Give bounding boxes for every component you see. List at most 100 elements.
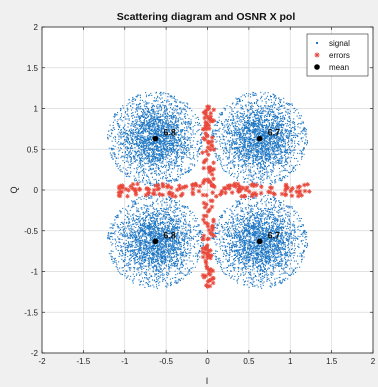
signal-point <box>193 158 195 160</box>
signal-point <box>170 179 172 181</box>
signal-point <box>136 136 138 138</box>
signal-point <box>263 146 265 148</box>
signal-point <box>153 100 155 102</box>
signal-point <box>234 141 236 143</box>
signal-point <box>285 103 287 105</box>
signal-point <box>146 174 148 176</box>
signal-point <box>267 156 269 158</box>
signal-point <box>265 151 267 153</box>
signal-point <box>220 114 222 116</box>
signal-point <box>173 161 175 163</box>
signal-point <box>287 148 289 150</box>
signal-point <box>257 119 259 121</box>
signal-point <box>172 115 174 117</box>
signal-point <box>258 142 260 144</box>
signal-point <box>146 181 148 183</box>
signal-point <box>272 128 274 130</box>
signal-point <box>186 136 188 138</box>
signal-point <box>174 139 176 141</box>
signal-point <box>150 168 152 170</box>
signal-point <box>279 171 281 173</box>
signal-point <box>256 135 258 137</box>
signal-point <box>161 128 163 130</box>
signal-point <box>160 135 162 137</box>
signal-point <box>247 144 249 146</box>
signal-point <box>149 165 151 167</box>
signal-point <box>228 129 230 131</box>
signal-point <box>184 115 186 117</box>
signal-point <box>244 152 246 154</box>
signal-point <box>176 131 178 133</box>
signal-point <box>111 133 113 135</box>
signal-point <box>133 116 135 118</box>
signal-point <box>261 115 263 117</box>
signal-point <box>283 133 285 135</box>
signal-point <box>166 137 168 139</box>
signal-point <box>253 129 255 131</box>
signal-point <box>262 109 264 111</box>
signal-point <box>185 121 187 123</box>
signal-point <box>270 129 272 131</box>
signal-point <box>240 104 242 106</box>
signal-point <box>173 109 175 111</box>
signal-point <box>154 100 156 102</box>
signal-point <box>299 115 301 117</box>
signal-point <box>256 109 258 111</box>
signal-point <box>127 110 129 112</box>
signal-point <box>284 153 286 155</box>
signal-point <box>132 162 134 164</box>
signal-point <box>162 128 164 130</box>
signal-point <box>171 128 173 130</box>
signal-point <box>259 149 261 151</box>
signal-point <box>284 161 286 163</box>
signal-point <box>127 126 129 128</box>
signal-point <box>234 173 236 175</box>
signal-point <box>173 145 175 147</box>
signal-point <box>127 166 129 168</box>
signal-point <box>265 105 267 107</box>
signal-point <box>263 132 265 134</box>
signal-point <box>258 172 260 174</box>
signal-point <box>259 166 261 168</box>
signal-point <box>164 115 166 117</box>
signal-point <box>156 124 158 126</box>
signal-point <box>170 158 172 160</box>
signal-point <box>288 134 290 136</box>
signal-point <box>237 103 239 105</box>
signal-point <box>129 142 131 144</box>
signal-point <box>161 152 163 154</box>
signal-point <box>249 154 251 156</box>
signal-point <box>276 140 278 142</box>
signal-point <box>151 183 153 185</box>
signal-point <box>256 101 258 103</box>
signal-point <box>281 155 283 157</box>
signal-point <box>160 136 162 138</box>
signal-point <box>291 139 293 141</box>
signal-point <box>228 154 230 156</box>
signal-point <box>170 115 172 117</box>
signal-point <box>301 140 303 142</box>
signal-point <box>201 145 203 147</box>
signal-point <box>138 179 140 181</box>
signal-point <box>165 109 167 111</box>
signal-point <box>184 130 186 132</box>
signal-point <box>261 100 263 102</box>
signal-point <box>287 120 289 122</box>
signal-point <box>266 150 268 152</box>
signal-point <box>258 131 260 133</box>
signal-point <box>135 123 137 125</box>
signal-point <box>148 176 150 178</box>
signal-point <box>218 119 220 121</box>
signal-point <box>262 146 264 148</box>
signal-point <box>226 123 228 125</box>
signal-point <box>176 156 178 158</box>
signal-point <box>259 171 261 173</box>
signal-point <box>241 166 243 168</box>
signal-point <box>159 173 161 175</box>
signal-point <box>262 162 264 164</box>
signal-point <box>168 155 170 157</box>
signal-point <box>238 100 240 102</box>
signal-point <box>293 129 295 131</box>
signal-point <box>174 150 176 152</box>
signal-point <box>170 126 172 128</box>
